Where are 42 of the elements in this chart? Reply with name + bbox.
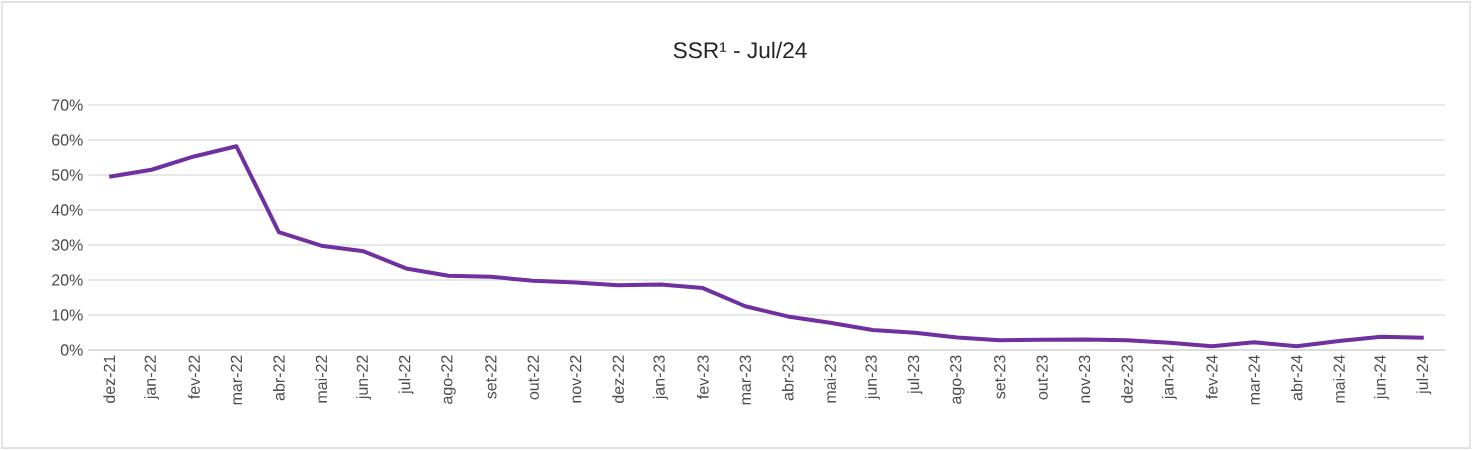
y-tick-label: 60% <box>52 134 83 146</box>
y-tick-label: 40% <box>51 204 83 216</box>
x-tick-label: mar-22 <box>230 355 243 405</box>
y-tick-label: 0% <box>60 344 83 356</box>
x-tick-label: jul-24 <box>1416 355 1432 395</box>
x-tick-label: abr-22 <box>272 355 285 401</box>
x-tick-label: set-22 <box>485 355 497 399</box>
y-tick-label: 70% <box>52 99 83 111</box>
x-tick-label: nov-23 <box>1078 355 1091 403</box>
x-tick-label: fev-23 <box>697 355 709 399</box>
x-tick-label: set-23 <box>994 355 1006 399</box>
x-tick-label: ago-22 <box>441 355 456 404</box>
x-tick-label: jan-22 <box>144 355 160 400</box>
x-tick-label: jul-23 <box>907 355 923 395</box>
y-tick-label: 20% <box>52 274 83 286</box>
y-tick-label: 10% <box>52 309 83 321</box>
x-tick-label: jan-24 <box>1161 355 1177 400</box>
x-tick-label: fev-24 <box>1205 355 1218 399</box>
x-tick-label: jul-22 <box>398 355 414 395</box>
x-tick-label: out-22 <box>527 355 539 400</box>
x-tick-label: mai-22 <box>315 355 328 403</box>
line-series <box>107 144 1426 349</box>
x-tick-label: dez-22 <box>612 355 624 403</box>
y-tick-label: 50% <box>51 169 83 181</box>
x-tick-label: nov-22 <box>570 355 582 403</box>
x-tick-label: out-23 <box>1036 355 1048 400</box>
x-tick-label: mar-23 <box>739 355 751 405</box>
chart-title: SSR¹ - Jul/24 <box>673 41 807 59</box>
x-tick-label: dez-23 <box>1121 355 1133 403</box>
x-tick-label: abr-24 <box>1290 355 1303 401</box>
x-tick-label: mar-24 <box>1248 355 1260 405</box>
x-tick-label: jun-24 <box>1373 355 1389 400</box>
x-tick-label: fev-22 <box>188 355 200 399</box>
x-tick-label: jun-23 <box>865 355 880 400</box>
x-tick-label: ago-23 <box>950 355 965 404</box>
x-tick-label: jun-22 <box>356 355 372 400</box>
x-tick-label: mai-24 <box>1333 355 1345 403</box>
x-tick-label: mai-23 <box>824 355 836 403</box>
x-tick-label: abr-23 <box>781 355 794 401</box>
x-tick-label: dez-21 <box>103 355 116 403</box>
y-tick-label: 30% <box>51 239 83 251</box>
x-tick-label: jan-23 <box>653 355 668 400</box>
